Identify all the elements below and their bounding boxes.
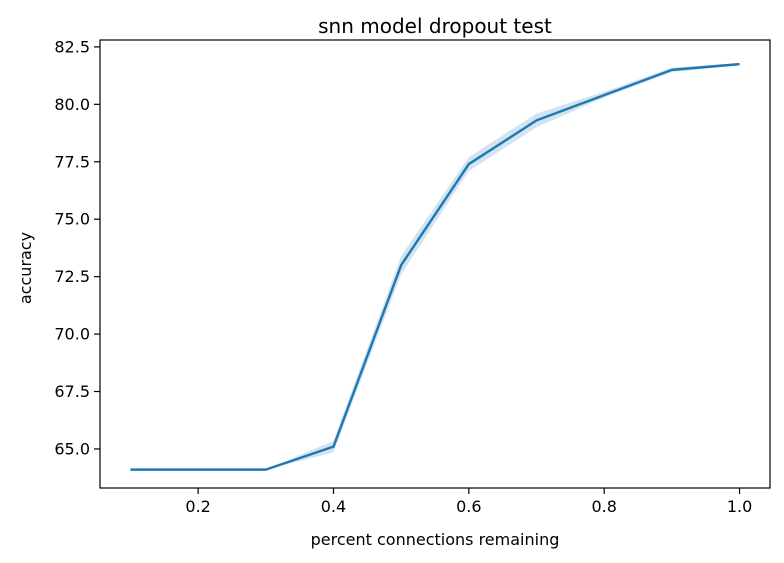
x-axis: 0.2 0.4 0.6 0.8 1.0 <box>185 488 752 516</box>
x-tick-label: 1.0 <box>727 497 752 516</box>
y-tick-label: 70.0 <box>54 325 90 344</box>
confidence-band <box>130 62 740 470</box>
x-tick-label: 0.2 <box>185 497 210 516</box>
y-tick-label: 80.0 <box>54 95 90 114</box>
y-axis: 65.0 67.5 70.0 72.5 75.0 77.5 80.0 82.5 <box>54 37 100 458</box>
y-tick-label: 65.0 <box>54 439 90 458</box>
x-tick-label: 0.4 <box>321 497 346 516</box>
y-tick-label: 82.5 <box>54 37 90 56</box>
y-tick-label: 77.5 <box>54 152 90 171</box>
series-line <box>130 62 740 471</box>
plot-area <box>99 39 771 489</box>
x-tick-label: 0.6 <box>456 497 481 516</box>
chart-title: snn model dropout test <box>318 14 552 38</box>
y-axis-label: accuracy <box>16 232 35 304</box>
x-axis-label: percent connections remaining <box>311 530 560 549</box>
y-tick-label: 67.5 <box>54 382 90 401</box>
x-tick-label: 0.8 <box>591 497 616 516</box>
axes-frame <box>99 39 771 489</box>
y-tick-label: 72.5 <box>54 267 90 286</box>
y-tick-label: 75.0 <box>54 210 90 229</box>
